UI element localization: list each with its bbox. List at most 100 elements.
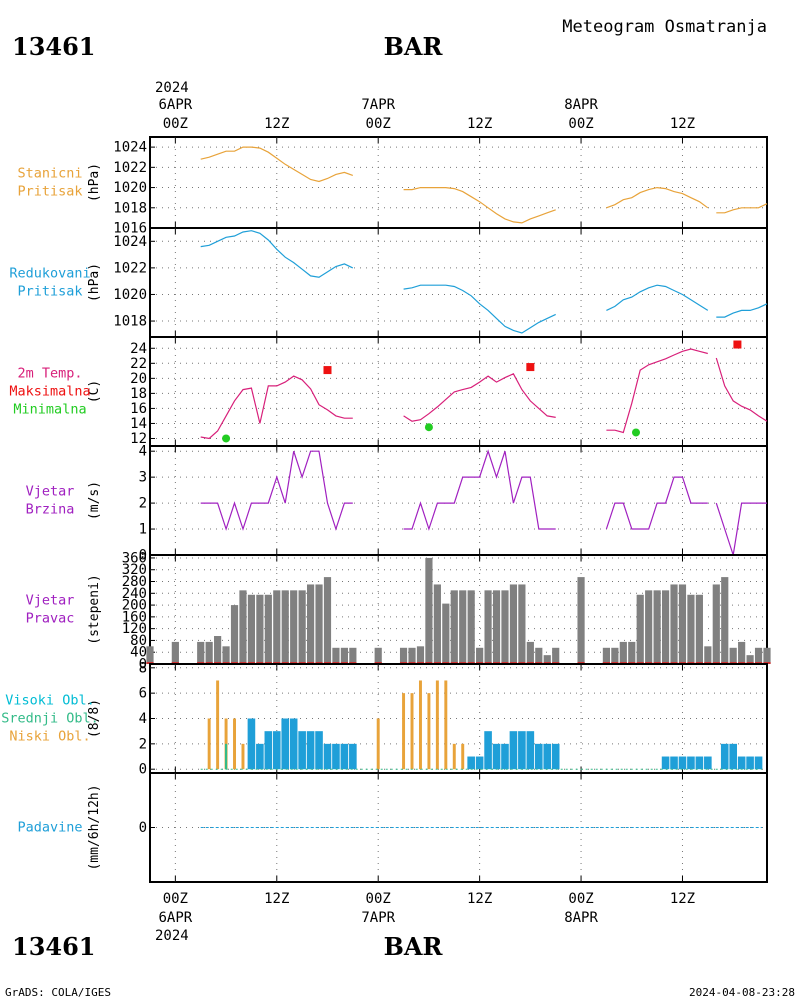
panel-label: Pritisak [17, 284, 82, 300]
direction-bar [273, 590, 281, 664]
series-line [200, 146, 354, 183]
direction-bar [340, 647, 348, 664]
cloud-bar [289, 718, 298, 770]
cloud-bar [551, 743, 560, 770]
panel-label: Niski Obl. [9, 729, 90, 745]
cloud-bar [435, 680, 439, 770]
cloud-bar [695, 756, 704, 770]
direction-bar [459, 590, 467, 664]
y-tick-label: 240 [122, 586, 147, 602]
direction-bar [467, 590, 475, 664]
y-tick-label: 280 [122, 574, 147, 590]
cloud-bar [216, 680, 220, 770]
direction-bar [712, 584, 720, 664]
direction-bar [687, 594, 695, 664]
y-tick-label: 8 [139, 660, 147, 676]
y-tick-label: 1 [139, 522, 147, 538]
series-line [403, 373, 556, 422]
y-tick-label: 2 [139, 496, 147, 512]
station-id: 13461 [12, 32, 96, 61]
panel-label: Vjetar [26, 484, 75, 500]
y-tick-label: 360 [122, 550, 147, 566]
top-date-label: 6APR [158, 97, 192, 113]
max-temp-marker [733, 340, 742, 349]
cloud-bar [340, 743, 349, 770]
direction-bar [399, 647, 408, 664]
y-tick-label: 24 [130, 341, 147, 357]
bottom-hour-label: 00Z [568, 891, 593, 907]
top-hour-label: 12Z [670, 116, 695, 132]
direction-bar [636, 594, 644, 664]
y-axis-label: (mm/6h/12h) [87, 784, 102, 870]
cloud-bar [376, 718, 380, 770]
y-tick-label: 3 [139, 470, 147, 486]
direction-bar [281, 590, 289, 664]
cloud-bar [332, 743, 340, 770]
bottom-hour-label: 00Z [163, 891, 188, 907]
direction-bar [476, 647, 484, 664]
panel-label: Padavine [17, 820, 82, 836]
y-tick-label: 22 [130, 356, 147, 372]
panel-label: Srednji Obl. [1, 711, 99, 727]
direction-bar [450, 590, 458, 664]
cloud-bar [264, 731, 273, 770]
direction-bar [315, 584, 323, 664]
min-temp-marker [631, 428, 640, 437]
direction-bar [433, 584, 441, 664]
y-tick-label: 1020 [113, 287, 147, 303]
direction-bar [442, 603, 450, 664]
cloud-bar [678, 756, 687, 770]
direction-bar [484, 590, 492, 664]
direction-bar [306, 584, 315, 664]
cloud-bar [233, 718, 236, 770]
direction-bar [577, 577, 585, 664]
footer-station-id: 13461 [12, 932, 96, 961]
panel-label: 2m Temp. [17, 366, 82, 382]
direction-bar [535, 647, 543, 664]
cloud-bar [484, 731, 492, 770]
panel-label: Minimalna [13, 402, 86, 418]
y-axis-label: (stepeni) [87, 574, 102, 644]
series-line [715, 357, 768, 422]
y-tick-label: 0 [139, 657, 147, 673]
direction-bar [374, 647, 382, 664]
bottom-year-label: 2024 [155, 928, 189, 944]
direction-bar [247, 594, 256, 664]
y-axis-label: (hPa) [87, 163, 102, 202]
chart-title: Meteogram Osmatranja [562, 17, 767, 37]
y-tick-label: 16 [130, 401, 147, 417]
direction-bar [645, 590, 653, 664]
top-hour-label: 00Z [568, 116, 593, 132]
y-tick-label: 1024 [113, 234, 147, 250]
cloud-bar [272, 731, 281, 770]
bottom-date-label: 8APR [564, 910, 598, 926]
cloud-bar [670, 756, 678, 770]
direction-bar [518, 584, 526, 664]
direction-bar [661, 590, 670, 664]
direction-bar [602, 647, 611, 664]
y-tick-label: 80 [130, 633, 147, 649]
direction-bar [670, 584, 678, 664]
y-tick-label: 160 [122, 609, 147, 625]
y-tick-label: 0 [139, 762, 147, 778]
y-tick-label: 20 [130, 371, 147, 387]
direction-bar [653, 590, 661, 664]
y-tick-label: 18 [130, 386, 147, 402]
direction-bar [290, 590, 298, 664]
cloud-bar [492, 743, 501, 770]
cloud-bar [501, 743, 509, 770]
y-tick-label: 4 [139, 711, 147, 727]
cloud-bar [315, 731, 323, 770]
cloud-bar [518, 731, 526, 770]
direction-bar [349, 647, 357, 664]
bottom-date-label: 6APR [158, 910, 192, 926]
series-line [716, 303, 768, 318]
y-tick-label: 14 [130, 416, 147, 432]
series-line [606, 284, 709, 311]
cloud-bar [207, 718, 211, 770]
direction-bar [501, 590, 509, 664]
series-line [403, 449, 556, 531]
direction-bar [416, 646, 425, 664]
direction-bar [146, 646, 154, 664]
